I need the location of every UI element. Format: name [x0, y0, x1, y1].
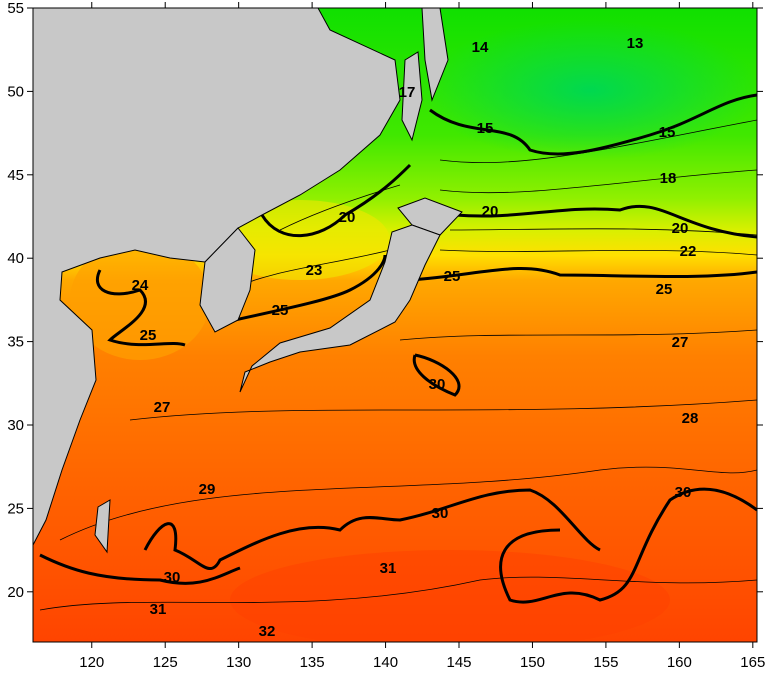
asia-mainland	[33, 8, 401, 546]
contour-label: 15	[477, 120, 494, 137]
contour-label: 18	[660, 170, 677, 187]
warm-pool	[230, 550, 670, 642]
x-tick-label: 120	[79, 654, 104, 671]
contour-label: 23	[306, 262, 323, 279]
contour-label: 29	[199, 481, 216, 498]
x-tick-label: 130	[226, 654, 251, 671]
taiwan	[94, 499, 111, 554]
contour-label: 27	[154, 399, 171, 416]
x-tick-label: 165	[740, 654, 765, 671]
y-tick-label: 50	[7, 83, 24, 100]
x-tick-label: 140	[373, 654, 398, 671]
contour-labels: 14 13 17 15 15 18 20 20 20 22 23 24 25 25 25 25 27 27 28 29…	[132, 35, 699, 640]
contour-label: 31	[380, 560, 397, 577]
contour-30-sw	[39, 553, 241, 585]
x-tick-label: 160	[667, 654, 692, 671]
x-tick-label: 135	[300, 654, 325, 671]
contour-label: 15	[659, 124, 676, 141]
x-tick-label: 155	[593, 654, 618, 671]
contour-label: 25	[140, 327, 157, 344]
contour-30	[143, 488, 601, 571]
sakhalin	[401, 51, 423, 142]
thin-contours	[39, 119, 757, 611]
y-tick-label: 55	[7, 0, 24, 17]
contour-label: 25	[444, 268, 461, 285]
y-tick-label: 25	[7, 500, 24, 517]
hokkaido	[397, 197, 463, 236]
contour-label: 25	[272, 302, 289, 319]
yellow-sea-warm	[70, 240, 210, 360]
contour-20	[260, 163, 412, 238]
y-tick-label: 35	[7, 334, 24, 351]
plot-frame	[32, 7, 758, 643]
y-tick-label: 30	[7, 417, 24, 434]
korea	[199, 227, 256, 333]
y-tick-label: 45	[7, 167, 24, 184]
contour-label: 28	[682, 410, 699, 427]
x-tick-label: 145	[446, 654, 471, 671]
contour-label: 25	[656, 281, 673, 298]
contour-label: 14	[472, 39, 489, 56]
contour-label: 27	[672, 334, 689, 351]
contour-30-north	[412, 353, 461, 397]
land	[33, 8, 463, 554]
contour-25-east	[409, 267, 757, 282]
contour-label: 13	[627, 35, 644, 52]
contour-label: 30	[429, 376, 446, 393]
x-tick-label: 150	[520, 654, 545, 671]
contour-20-east	[454, 204, 757, 239]
kamchatka-coast	[421, 8, 449, 102]
contour-30-lower	[499, 487, 757, 604]
contour-label: 17	[399, 84, 416, 101]
contour-label: 20	[339, 209, 356, 226]
thick-contours	[39, 93, 757, 604]
x-tick-label: 125	[153, 654, 178, 671]
cold-pool	[420, 20, 757, 160]
contour-label: 30	[432, 505, 449, 522]
contour-label: 22	[680, 243, 697, 260]
contour-label: 31	[150, 601, 167, 618]
contour-25	[234, 254, 387, 322]
honshu	[239, 224, 441, 393]
contour-15	[429, 93, 757, 156]
y-axis: 20 25 30 35 40 45 50 55	[7, 0, 763, 601]
contour-25-yellowsea	[96, 269, 186, 347]
y-tick-label: 40	[7, 250, 24, 267]
contour-label: 30	[675, 484, 692, 501]
contour-label: 20	[672, 220, 689, 237]
y-tick-label: 20	[7, 584, 24, 601]
contour-label: 20	[482, 203, 499, 220]
contour-label: 32	[259, 623, 276, 640]
contour-label: 24	[132, 277, 149, 294]
contour-label: 30	[164, 569, 181, 586]
x-axis: 120 125 130 135 140 145 150 155 160 165	[79, 2, 765, 671]
